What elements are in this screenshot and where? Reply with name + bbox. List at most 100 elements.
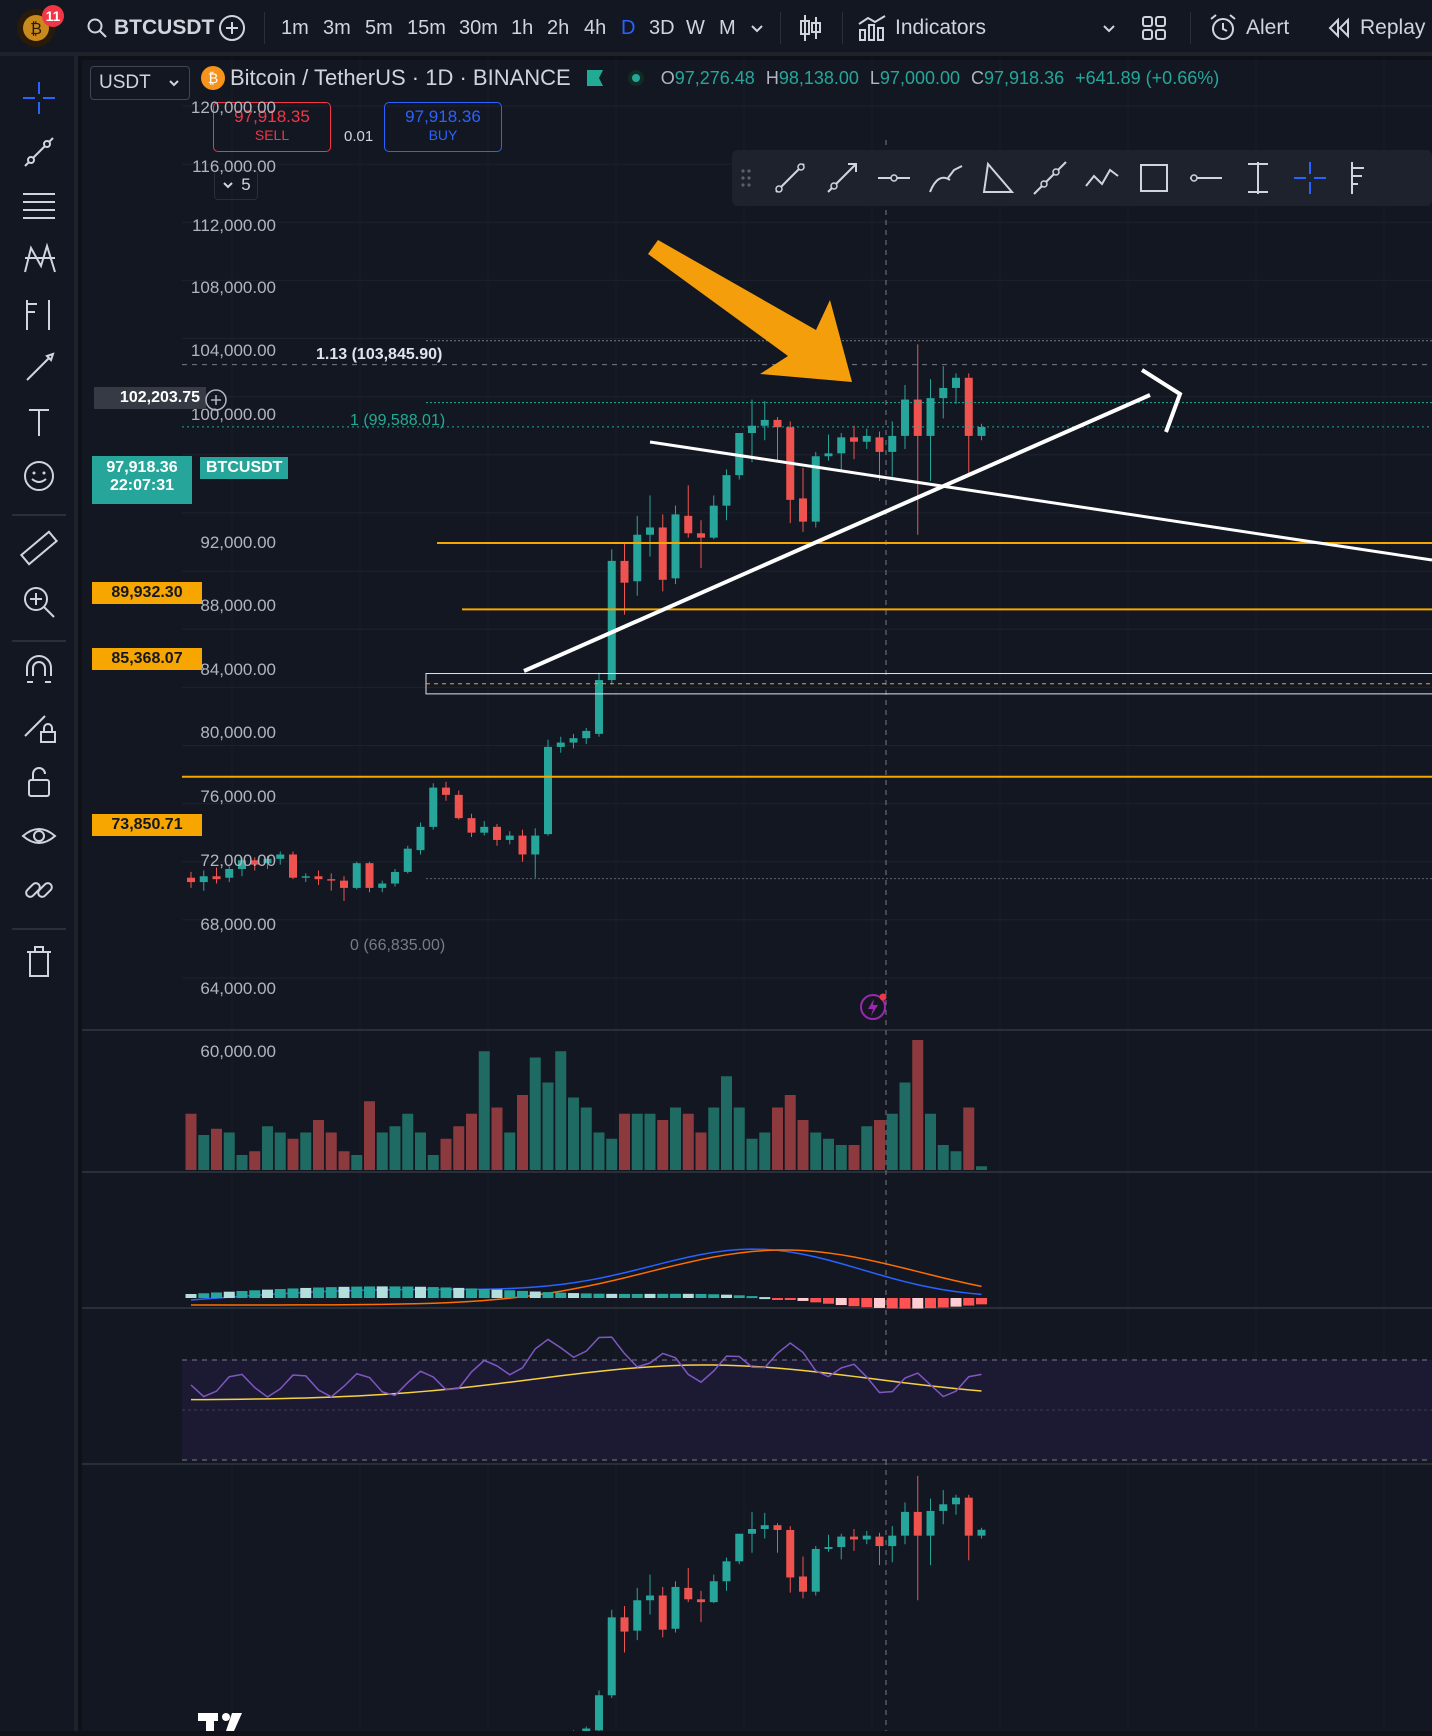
timeframe-d[interactable]: D	[621, 17, 636, 39]
zoom-in-icon	[24, 587, 55, 618]
timeframe-w[interactable]: W	[686, 17, 705, 39]
keep-drawing-tool[interactable]	[17, 706, 61, 750]
svg-text:₿: ₿	[30, 19, 42, 38]
currency-select[interactable]: USDT	[90, 66, 190, 100]
emoji-icon	[24, 461, 54, 491]
timeframe-30m[interactable]: 30m	[459, 17, 498, 39]
prediction-icon	[1351, 162, 1364, 194]
macd-histogram-bar	[249, 1290, 261, 1298]
crosshair-tool[interactable]	[17, 76, 61, 120]
prediction-tool[interactable]	[17, 292, 61, 336]
candle-body	[850, 437, 858, 442]
candle-body	[569, 738, 578, 743]
compare-symbol-button[interactable]	[218, 0, 246, 56]
timeframe-2h[interactable]: 2h	[547, 17, 570, 39]
orange-annotation-arrow	[648, 240, 852, 382]
timeframe-1m[interactable]: 1m	[281, 17, 309, 39]
candle-body	[722, 475, 731, 506]
volume-bar	[364, 1101, 375, 1170]
volume-bar	[491, 1107, 503, 1170]
timeframe-4h[interactable]: 4h	[584, 17, 607, 39]
drag-handle[interactable]	[736, 158, 756, 198]
volume-bar	[555, 1051, 567, 1170]
volume-bar	[300, 1132, 312, 1170]
pattern-tool[interactable]	[17, 238, 61, 282]
draw-trend-line[interactable]	[770, 158, 810, 198]
draw-triangle[interactable]	[978, 158, 1018, 198]
add-alert-button[interactable]	[204, 388, 228, 417]
timeframe-m[interactable]: M	[719, 17, 736, 39]
draw-ray[interactable]	[822, 158, 862, 198]
resistance-trend-line	[649, 440, 1432, 562]
price-axis-label: 104,000.00	[190, 341, 276, 360]
draw-path[interactable]	[1082, 158, 1122, 198]
emoji-tool[interactable]	[17, 454, 61, 498]
symbol-search[interactable]: BTCUSDT	[86, 0, 214, 56]
draw-horizontal-ray[interactable]	[874, 158, 914, 198]
bar-countdown: 22:07:31	[109, 477, 175, 494]
macd-histogram-bar	[262, 1289, 273, 1298]
candle-body	[595, 680, 603, 734]
candle-body	[709, 505, 718, 538]
chevron-down-icon	[169, 80, 179, 87]
candle-body	[977, 426, 986, 436]
draw-vertical-line[interactable]	[1238, 158, 1278, 198]
timeframe-5m[interactable]: 5m	[365, 17, 393, 39]
draw-extended-line[interactable]	[1030, 158, 1070, 198]
mini-candle-body	[595, 1695, 603, 1731]
price-axis-label: 112,000.00	[192, 216, 276, 235]
volume-bar	[606, 1138, 618, 1170]
timeframe-dropdown[interactable]	[748, 0, 766, 56]
volume-bar	[504, 1132, 516, 1170]
timeframe-3d[interactable]: 3D	[649, 17, 675, 39]
chart-canvas[interactable]	[82, 60, 1432, 1731]
brush-tool[interactable]	[17, 346, 61, 390]
draw-rectangle[interactable]	[1134, 158, 1174, 198]
price-axis-label: 60,000.00	[200, 1042, 276, 1061]
candle-body	[429, 787, 438, 827]
chevron-down-icon	[1103, 25, 1115, 33]
timeframe-15m[interactable]: 15m	[407, 17, 446, 39]
timeframe-3m[interactable]: 3m	[323, 17, 351, 39]
macd-histogram-bar	[772, 1298, 783, 1300]
fib-tool[interactable]	[17, 184, 61, 228]
sync-tool[interactable]	[17, 868, 61, 912]
mini-candle-body	[620, 1617, 629, 1632]
draw-curve[interactable]	[926, 158, 966, 198]
volume-bar	[899, 1082, 911, 1170]
chart-type-button[interactable]	[796, 0, 824, 56]
draw-cross-line[interactable]	[1290, 158, 1330, 198]
draw-horizontal-line[interactable]	[1186, 158, 1226, 198]
macd-histogram-bar	[937, 1298, 949, 1308]
lock-all-tool[interactable]	[17, 760, 61, 804]
crosshair-icon	[1294, 162, 1326, 194]
zoom-tool[interactable]	[17, 580, 61, 624]
triangle-icon	[982, 161, 1015, 193]
replay-button[interactable]: Replay	[1326, 0, 1425, 56]
alert-button[interactable]: Alert	[1208, 0, 1289, 56]
collapse-orders-button[interactable]: 5	[214, 170, 258, 200]
chart-title[interactable]: Bitcoin / TetherUS · 1D · BINANCE	[230, 65, 571, 90]
candle-body	[416, 826, 425, 851]
sell-button[interactable]: 97,918.35 SELL	[213, 102, 331, 152]
indicators-button[interactable]: Indicators	[857, 0, 986, 56]
magnet-tool[interactable]	[17, 652, 61, 696]
chart-area[interactable]: USDT ₿ Bitcoin / TetherUS · 1D · BINANCE…	[82, 60, 1432, 1731]
candle-body	[684, 515, 693, 534]
events-button[interactable]	[858, 992, 888, 1027]
hide-tool[interactable]	[17, 814, 61, 858]
divider	[12, 514, 66, 516]
macd-histogram-bar	[376, 1286, 388, 1298]
text-tool[interactable]	[17, 400, 61, 444]
candle-body	[544, 746, 552, 835]
draw-forecast[interactable]	[1342, 158, 1382, 198]
layout-button[interactable]	[1141, 0, 1167, 56]
ruler-icon	[19, 530, 59, 566]
ruler-tool[interactable]	[17, 526, 61, 570]
remove-drawings-tool[interactable]	[17, 940, 61, 984]
mini-candle-body	[862, 1535, 871, 1540]
buy-button[interactable]: 97,918.36 BUY	[384, 102, 502, 152]
indicators-dropdown[interactable]	[1100, 0, 1118, 56]
timeframe-1h[interactable]: 1h	[511, 17, 534, 39]
trend-line-tool[interactable]	[17, 130, 61, 174]
